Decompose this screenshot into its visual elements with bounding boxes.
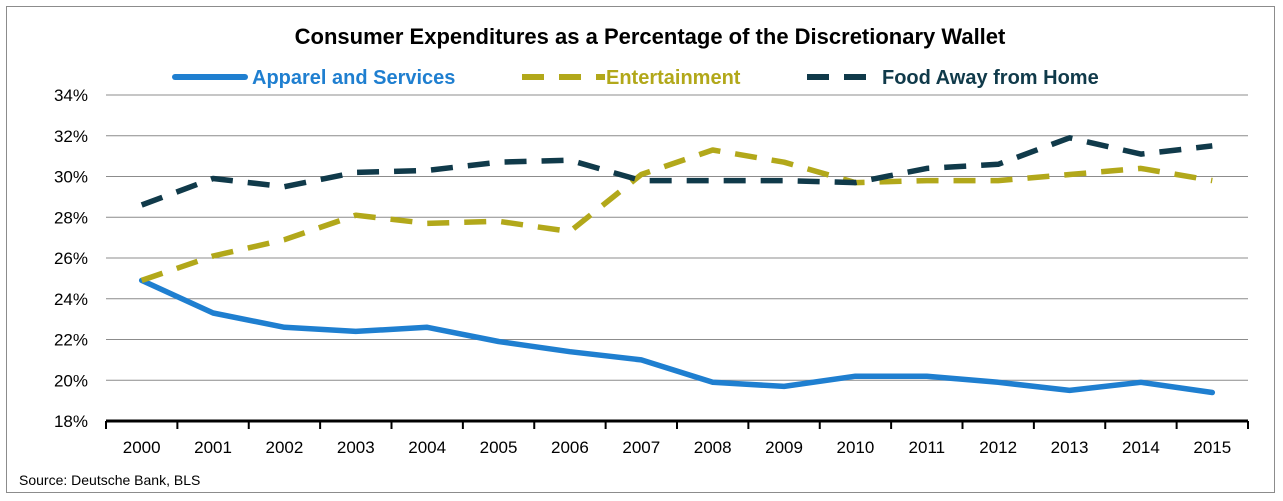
x-tick-label: 2000 (123, 438, 161, 457)
data-point-entertainment (998, 180, 999, 181)
data-point-food-away-from-home (141, 205, 142, 206)
series-lines (138, 135, 1216, 396)
data-point-food-away-from-home (784, 180, 785, 181)
y-tick-label: 28% (54, 208, 88, 227)
legend-label: Apparel and Services (252, 67, 455, 89)
y-axis: 18% 20% 22% 24% 26% 28% 30% 32% 34% (54, 86, 88, 431)
data-point-apparel-and-services (1212, 392, 1213, 393)
x-tick-label: 2009 (765, 438, 803, 457)
legend-item-food-away-from-home: Food Away from Home (807, 67, 1099, 89)
data-point-entertainment (1212, 180, 1213, 181)
data-point-food-away-from-home (355, 172, 356, 173)
x-tick-label: 2014 (1122, 438, 1160, 457)
x-tick-label: 2015 (1193, 438, 1231, 457)
data-point-entertainment (712, 150, 713, 151)
data-point-apparel-and-services (855, 376, 856, 377)
data-point-food-away-from-home (569, 160, 570, 161)
legend-item-apparel-and-services: Apparel and Services (172, 67, 455, 89)
data-point-entertainment (926, 180, 927, 181)
y-tick-label: 24% (54, 290, 88, 309)
x-tick-label: 2005 (480, 438, 518, 457)
x-tick-label: 2003 (337, 438, 375, 457)
x-tick-label: 2006 (551, 438, 589, 457)
series-line-entertainment (140, 147, 1213, 284)
data-point-entertainment (284, 239, 285, 240)
data-point-food-away-from-home (855, 182, 856, 183)
chart-title: Consumer Expenditures as a Percentage of… (295, 24, 1006, 49)
data-point-food-away-from-home (213, 178, 214, 179)
series-line-food-away-from-home (140, 135, 1213, 208)
y-tick-label: 34% (54, 86, 88, 105)
series-line-apparel-and-services (138, 277, 1216, 396)
x-tick-label: 2002 (266, 438, 304, 457)
y-tick-label: 22% (54, 331, 88, 350)
data-point-apparel-and-services (1069, 390, 1070, 391)
data-point-entertainment (427, 223, 428, 224)
data-point-apparel-and-services (1140, 382, 1141, 383)
x-tick-label: 2012 (979, 438, 1017, 457)
legend: Apparel and Services Entertainment Food Aw… (172, 67, 1099, 89)
legend-label: Entertainment (606, 67, 741, 89)
x-tick-label: 2004 (408, 438, 446, 457)
data-point-entertainment (569, 231, 570, 232)
y-tick-label: 32% (54, 127, 88, 146)
data-point-food-away-from-home (1140, 154, 1141, 155)
x-tick-label: 2001 (194, 438, 232, 457)
data-point-apparel-and-services (427, 327, 428, 328)
data-point-food-away-from-home (998, 164, 999, 165)
data-point-entertainment (498, 221, 499, 222)
y-tick-label: 30% (54, 168, 88, 187)
data-point-entertainment (1140, 168, 1141, 169)
data-point-entertainment (141, 280, 142, 281)
data-point-food-away-from-home (498, 162, 499, 163)
data-point-entertainment (355, 215, 356, 216)
data-point-food-away-from-home (1069, 137, 1070, 138)
data-point-apparel-and-services (213, 313, 214, 314)
data-point-apparel-and-services (712, 382, 713, 383)
data-point-food-away-from-home (926, 168, 927, 169)
data-point-apparel-and-services (784, 386, 785, 387)
data-point-apparel-and-services (926, 376, 927, 377)
y-tick-label: 20% (54, 371, 88, 390)
x-tick-label: 2007 (622, 438, 660, 457)
data-point-apparel-and-services (998, 382, 999, 383)
data-point-food-away-from-home (427, 170, 428, 171)
source-note: Source: Deutsche Bank, BLS (19, 472, 200, 488)
x-tick-label: 2013 (1051, 438, 1089, 457)
x-tick-label: 2008 (694, 438, 732, 457)
data-point-entertainment (641, 174, 642, 175)
chart-frame (6, 6, 1275, 493)
data-point-apparel-and-services (569, 351, 570, 352)
data-point-apparel-and-services (641, 359, 642, 360)
data-point-food-away-from-home (712, 180, 713, 181)
data-point-entertainment (1069, 174, 1070, 175)
gridlines (106, 94, 1248, 381)
data-point-apparel-and-services (498, 341, 499, 342)
y-tick-label: 18% (54, 412, 88, 431)
x-tick-label: 2010 (837, 438, 875, 457)
y-tick-label: 26% (54, 249, 88, 268)
legend-label: Food Away from Home (882, 67, 1099, 89)
data-point-apparel-and-services (355, 331, 356, 332)
x-axis: 2000 2001 2002 2003 2004 2005 2006 2007 2008 2009… (105, 419, 1249, 457)
data-point-entertainment (784, 162, 785, 163)
data-point-apparel-and-services (284, 327, 285, 328)
legend-item-entertainment: Entertainment (522, 67, 741, 89)
data-point-food-away-from-home (641, 180, 642, 181)
data-point-food-away-from-home (284, 186, 285, 187)
x-tick-label: 2011 (909, 438, 946, 457)
data-point-entertainment (213, 255, 214, 256)
data-point-food-away-from-home (1212, 145, 1213, 146)
